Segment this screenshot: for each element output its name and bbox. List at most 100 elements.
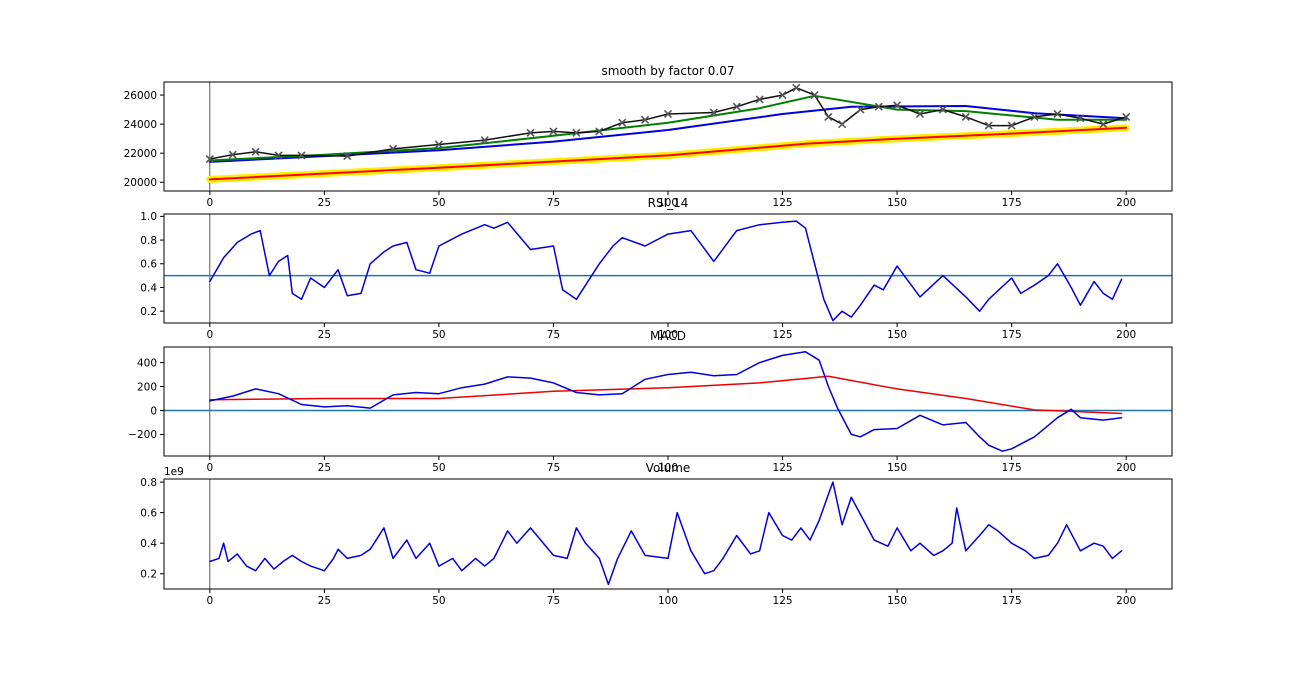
price-xtick-label: 175 xyxy=(1002,197,1022,209)
rsi-ytick-label: 0.8 xyxy=(140,235,157,247)
macd-ytick-label: 200 xyxy=(137,381,157,393)
price-marker-stroke-b xyxy=(1122,112,1131,121)
price-marker xyxy=(274,151,283,160)
price-marker-stroke-b xyxy=(549,127,558,136)
price-title: smooth by factor 0.07 xyxy=(602,64,735,78)
rsi-title: RSI_14 xyxy=(648,196,689,210)
price-marker xyxy=(1053,109,1062,119)
macd-xtick-label: 175 xyxy=(1002,462,1022,474)
price-marker-stroke-b xyxy=(1030,112,1039,121)
price-marker xyxy=(1076,114,1085,123)
macd-xtick-label: 75 xyxy=(547,462,560,474)
price-marker-stroke-b xyxy=(205,154,214,164)
macd-ytick-label: 400 xyxy=(137,357,157,369)
price-marker xyxy=(343,152,352,161)
volume-xtick-label: 200 xyxy=(1116,595,1136,607)
rsi-xtick-label: 175 xyxy=(1002,329,1022,341)
volume-xtick-label: 50 xyxy=(432,595,445,607)
price-marker-stroke-b xyxy=(526,128,535,137)
price-plot-area xyxy=(205,82,1131,191)
price-marker-stroke-b xyxy=(824,112,833,121)
price-marker xyxy=(572,128,581,137)
price-marker xyxy=(228,150,237,159)
price-xtick-label: 200 xyxy=(1116,197,1136,209)
price-marker-stroke-b xyxy=(641,115,650,124)
macd-plot-area xyxy=(164,347,1172,456)
rsi-panel: 0 25 50 75 100 125 150 175 200 0.2 0.4 0.6 0.8 1.0 RSI… xyxy=(140,196,1173,341)
rsi-xtick-label: 200 xyxy=(1116,329,1136,341)
price-marker-stroke-b xyxy=(595,127,604,136)
price-marker-stroke-b xyxy=(251,147,260,156)
rsi-xtick-label: 0 xyxy=(206,329,213,341)
price-xtick-label: 150 xyxy=(887,197,907,209)
price-ytick-label: 24000 xyxy=(124,119,157,131)
rsi-series-rsi_14 xyxy=(209,220,1123,322)
price-marker-stroke-b xyxy=(228,150,237,159)
volume-ytick-label: 0.8 xyxy=(140,477,157,489)
macd-series-macd xyxy=(209,351,1123,452)
price-marker xyxy=(709,108,718,117)
rsi-xtick-label: 100 xyxy=(658,329,678,341)
price-marker-stroke-b xyxy=(810,91,819,100)
macd-xtick-label: 150 xyxy=(887,462,907,474)
price-marker xyxy=(792,83,801,92)
price-marker-stroke-b xyxy=(874,102,883,111)
price-ytick-label: 20000 xyxy=(124,177,157,189)
price-marker-stroke-b xyxy=(838,120,847,129)
price-marker xyxy=(1099,120,1108,129)
volume-ytick-label: 0.2 xyxy=(140,569,157,581)
price-marker-stroke-b xyxy=(856,105,865,114)
price-marker xyxy=(938,105,947,114)
rsi-plot-area xyxy=(164,214,1172,323)
price-series-trend-line xyxy=(208,126,1128,181)
price-marker xyxy=(251,147,260,156)
price-xtick-label: 100 xyxy=(658,197,678,209)
price-marker xyxy=(755,95,764,104)
macd-xtick-label: 200 xyxy=(1116,462,1136,474)
macd-xtick-label: 50 xyxy=(432,462,445,474)
price-marker-stroke-b xyxy=(274,151,283,160)
macd-xtick-label: 100 xyxy=(658,462,678,474)
price-marker-stroke-b xyxy=(663,109,673,119)
volume-xtick-label: 125 xyxy=(773,595,793,607)
price-marker-stroke-b xyxy=(434,140,443,149)
volume-ytick-label: 0.6 xyxy=(140,507,157,519)
volume-xtick-label: 0 xyxy=(206,595,213,607)
price-marker-stroke-b xyxy=(1099,120,1108,129)
price-marker-stroke-b xyxy=(938,105,947,114)
price-panel: 0 25 50 75 100 125 150 175 200 20000 22000 24000 260… xyxy=(124,64,1173,209)
price-marker xyxy=(1122,112,1131,121)
price-marker xyxy=(874,102,883,111)
price-marker xyxy=(856,105,865,114)
price-marker-stroke-b xyxy=(961,112,970,121)
price-xtick-label: 0 xyxy=(206,197,213,209)
volume-panel: 0 25 50 75 100 125 150 175 200 0.2 0.4 0.6 0.8 Volume… xyxy=(140,461,1173,607)
macd-series-signal xyxy=(209,375,1123,415)
price-series-medium-average xyxy=(208,94,1128,162)
volume-offset-label: 1e9 xyxy=(164,466,184,478)
volume-ytick-label: 0.4 xyxy=(140,538,157,550)
rsi-xtick-label: 150 xyxy=(887,329,907,341)
price-marker xyxy=(641,115,650,124)
price-marker-stroke-b xyxy=(709,108,718,117)
price-marker-stroke-b xyxy=(618,118,627,127)
price-marker-stroke-b xyxy=(1076,114,1085,123)
rsi-ytick-label: 1.0 xyxy=(140,211,157,223)
price-marker xyxy=(961,112,970,121)
price-marker xyxy=(480,136,489,145)
price-marker-stroke-b xyxy=(572,128,581,137)
price-xtick-label: 75 xyxy=(547,197,560,209)
price-series-slow-average xyxy=(208,105,1128,163)
price-marker xyxy=(434,140,443,149)
price-marker xyxy=(810,91,819,100)
volume-xtick-label: 25 xyxy=(318,595,331,607)
price-marker xyxy=(526,128,535,137)
price-marker xyxy=(732,102,741,111)
macd-title: MACD xyxy=(650,329,686,343)
rsi-ytick-label: 0.6 xyxy=(140,259,157,271)
price-marker xyxy=(984,121,993,130)
volume-xtick-label: 175 xyxy=(1002,595,1022,607)
price-marker-stroke-b xyxy=(1007,121,1016,130)
volume-xtick-label: 150 xyxy=(887,595,907,607)
